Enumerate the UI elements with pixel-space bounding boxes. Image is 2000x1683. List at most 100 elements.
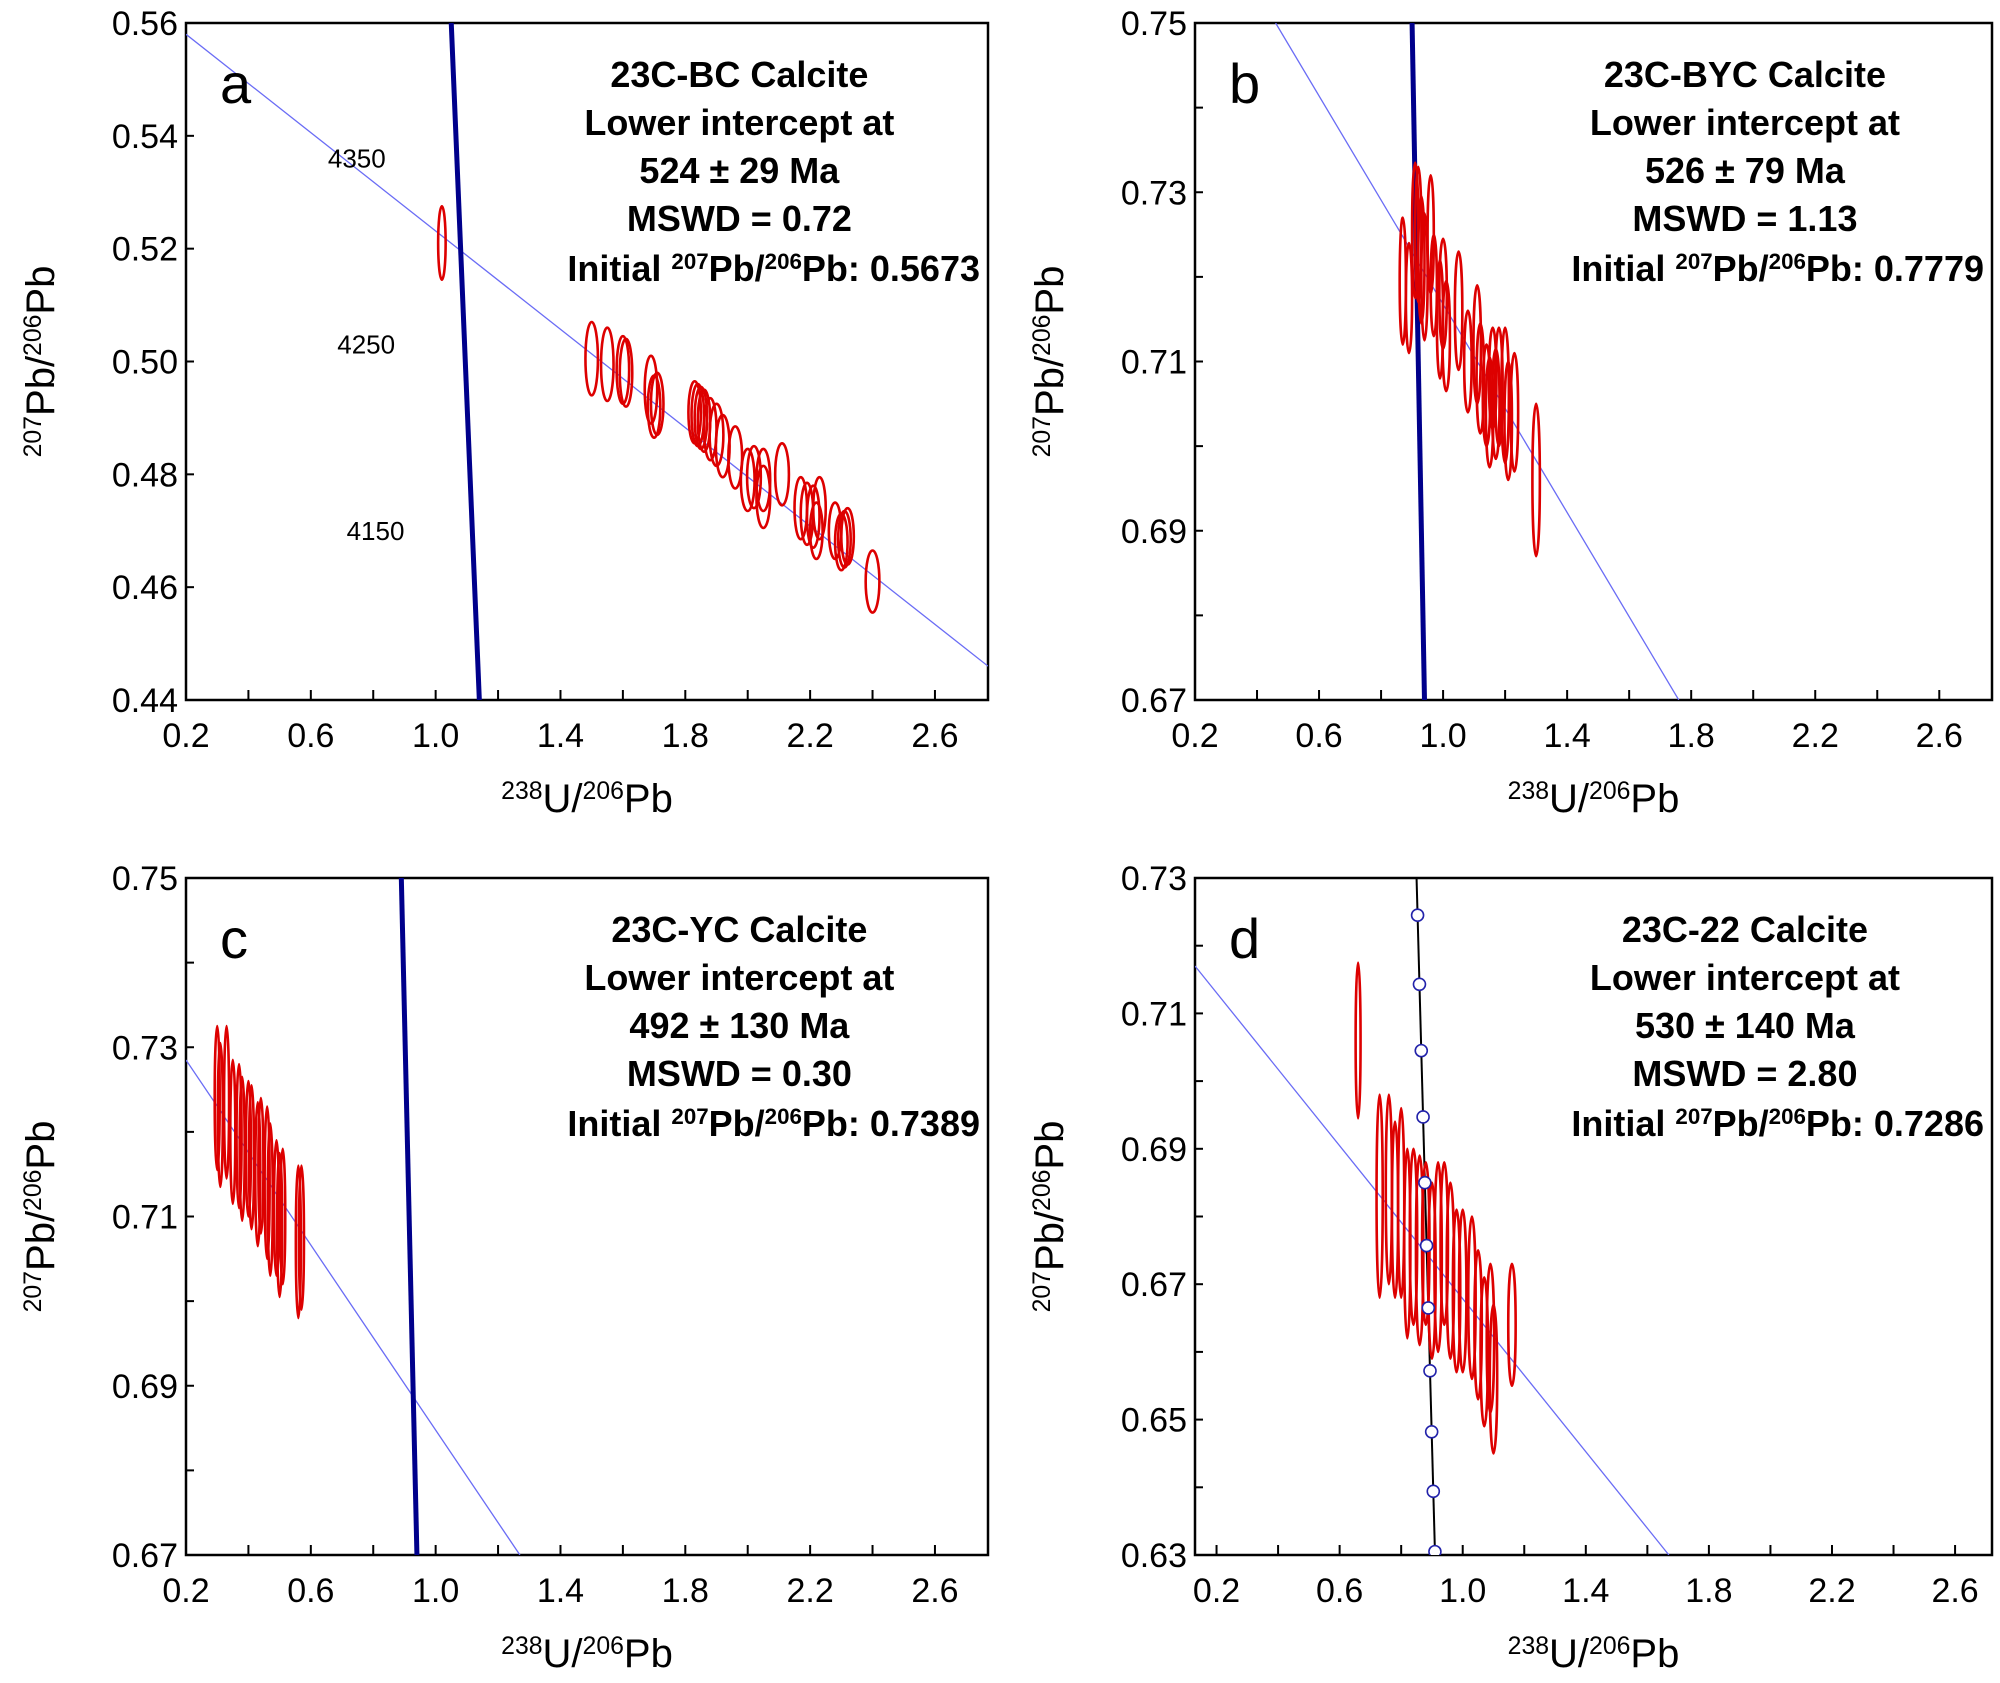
x-tick-label: 1.0 [1439, 1572, 1486, 1610]
error-ellipse [805, 484, 821, 549]
error-ellipse [275, 1151, 284, 1299]
error-ellipse [278, 1147, 287, 1286]
x-tick-label: 1.8 [662, 717, 709, 755]
initial-ratio-label: Initial 207Pb/206Pb: 0.5673 [567, 248, 980, 289]
y-tick-label: 0.56 [112, 5, 178, 43]
x-tick-label: 1.0 [412, 717, 459, 755]
error-ellipse [745, 444, 763, 510]
y-tick-label: 0.69 [1121, 1131, 1187, 1169]
x-tick-label: 2.6 [911, 1572, 958, 1610]
concordia-age-marker [1419, 1238, 1434, 1253]
y-tick-label: 0.73 [1121, 860, 1187, 898]
x-tick-label: 2.2 [786, 1572, 833, 1610]
x-axis-title: 238U/206Pb [1508, 1632, 1680, 1676]
error-ellipse [1457, 1208, 1468, 1374]
regression-line [1195, 965, 1670, 1555]
y-tick-label: 0.71 [1121, 344, 1187, 382]
annotation-line: Lower intercept at [1590, 102, 1900, 143]
y-tick-label: 0.67 [1121, 682, 1187, 720]
concordia-age-label: 4350 [328, 143, 386, 173]
x-tick-label: 0.2 [162, 717, 209, 755]
y-axis-title: 207Pb/206Pb [1028, 266, 1072, 458]
y-tick-label: 0.65 [1121, 1402, 1187, 1440]
concordia-age-marker [1426, 1484, 1441, 1499]
x-axis-title: 238U/206Pb [501, 1632, 673, 1676]
initial-ratio-label: Initial 207Pb/206Pb: 0.7779 [1571, 248, 1984, 289]
concordia-age-marker [1410, 908, 1425, 923]
annotation-line: 23C-YC Calcite [611, 909, 867, 950]
panel-letter: c [220, 907, 248, 970]
error-ellipse [1488, 1303, 1499, 1455]
error-ellipse [755, 464, 772, 530]
error-ellipse [649, 371, 665, 437]
panel-letter: d [1229, 907, 1260, 970]
error-ellipse [244, 1079, 253, 1218]
x-tick-label: 1.4 [537, 1572, 584, 1610]
error-ellipse [1509, 351, 1520, 473]
y-tick-label: 0.73 [112, 1029, 178, 1067]
y-tick-label: 0.48 [112, 456, 178, 494]
error-ellipse [864, 549, 881, 614]
concordia-curve [448, 23, 482, 700]
y-tick-label: 0.75 [112, 860, 178, 898]
error-ellipse [1404, 241, 1414, 355]
error-ellipse [739, 447, 756, 513]
annotation-line: 526 ± 79 Ma [1645, 150, 1846, 191]
annotation-line: 23C-BC Calcite [610, 54, 868, 95]
y-tick-label: 0.73 [1121, 174, 1187, 212]
x-tick-label: 1.4 [537, 717, 584, 755]
concordia-age-marker [1423, 1364, 1437, 1378]
y-tick-label: 0.50 [112, 344, 178, 382]
concordia-age-marker [1424, 1424, 1439, 1439]
x-axis-title: 238U/206Pb [1508, 777, 1680, 821]
x-tick-label: 2.6 [1931, 1572, 1978, 1610]
plot-area [186, 878, 521, 1555]
error-ellipse [1531, 402, 1542, 558]
x-tick-label: 2.2 [786, 717, 833, 755]
y-tick-label: 0.46 [112, 569, 178, 607]
y-tick-label: 0.71 [112, 1199, 178, 1237]
x-tick-label: 2.2 [1808, 1572, 1855, 1610]
y-axis-title: 207Pb/206Pb [1028, 1121, 1072, 1313]
x-tick-label: 0.6 [287, 717, 334, 755]
error-ellipse [297, 1164, 306, 1311]
y-tick-label: 0.69 [1121, 513, 1187, 551]
panel-b: 0.2 0.6 1.0 1.4 1.8 2.2 2.6 0.67 0.69 0.71 0.73 0.7… [1028, 5, 1994, 821]
y-axis-title: 207Pb/206Pb [19, 266, 63, 458]
y-tick-label: 0.75 [1121, 5, 1187, 43]
y-tick-label: 0.67 [1121, 1266, 1187, 1304]
x-tick-label: 1.4 [1562, 1572, 1609, 1610]
x-axis-title: 238U/206Pb [501, 777, 673, 821]
x-tick-label: 2.6 [1916, 717, 1963, 755]
y-tick-label: 0.69 [112, 1368, 178, 1406]
x-tick-label: 2.2 [1792, 717, 1839, 755]
annotation-line: 23C-22 Calcite [1622, 909, 1868, 950]
error-ellipse [840, 506, 856, 566]
annotation-line: 530 ± 140 Ma [1635, 1005, 1856, 1046]
x-tick-label: 0.2 [1171, 717, 1218, 755]
concordia-age-marker [1421, 1301, 1436, 1315]
error-ellipse [213, 1024, 222, 1172]
y-tick-label: 0.44 [112, 682, 178, 720]
error-ellipse [1441, 279, 1452, 393]
panel-letter: a [220, 52, 252, 115]
concordia-age-label: 4250 [337, 330, 395, 360]
x-tick-label: 1.8 [1685, 1572, 1732, 1610]
error-ellipse [253, 1100, 262, 1248]
x-tick-label: 1.0 [412, 1572, 459, 1610]
initial-ratio-label: Initial 207Pb/206Pb: 0.7389 [567, 1103, 980, 1144]
annotation-line: 524 ± 29 Ma [639, 150, 840, 191]
panel-d: 0.2 0.6 1.0 1.4 1.8 2.2 2.6 0.63 0.65 0.67 0.69 0.7… [1028, 860, 1994, 1676]
concordia-age-label: 4150 [347, 516, 405, 546]
concordia-age-marker [1416, 1110, 1430, 1124]
error-ellipse [584, 320, 600, 397]
concordia-age-marker [1412, 977, 1427, 992]
y-tick-label: 0.52 [112, 231, 178, 269]
annotation-line: 492 ± 130 Ma [629, 1005, 850, 1046]
annotation-line: Lower intercept at [584, 957, 894, 998]
y-tick-label: 0.67 [112, 1537, 178, 1575]
error-ellipse [643, 354, 659, 425]
error-ellipse [1506, 1262, 1517, 1388]
x-tick-label: 2.6 [911, 717, 958, 755]
